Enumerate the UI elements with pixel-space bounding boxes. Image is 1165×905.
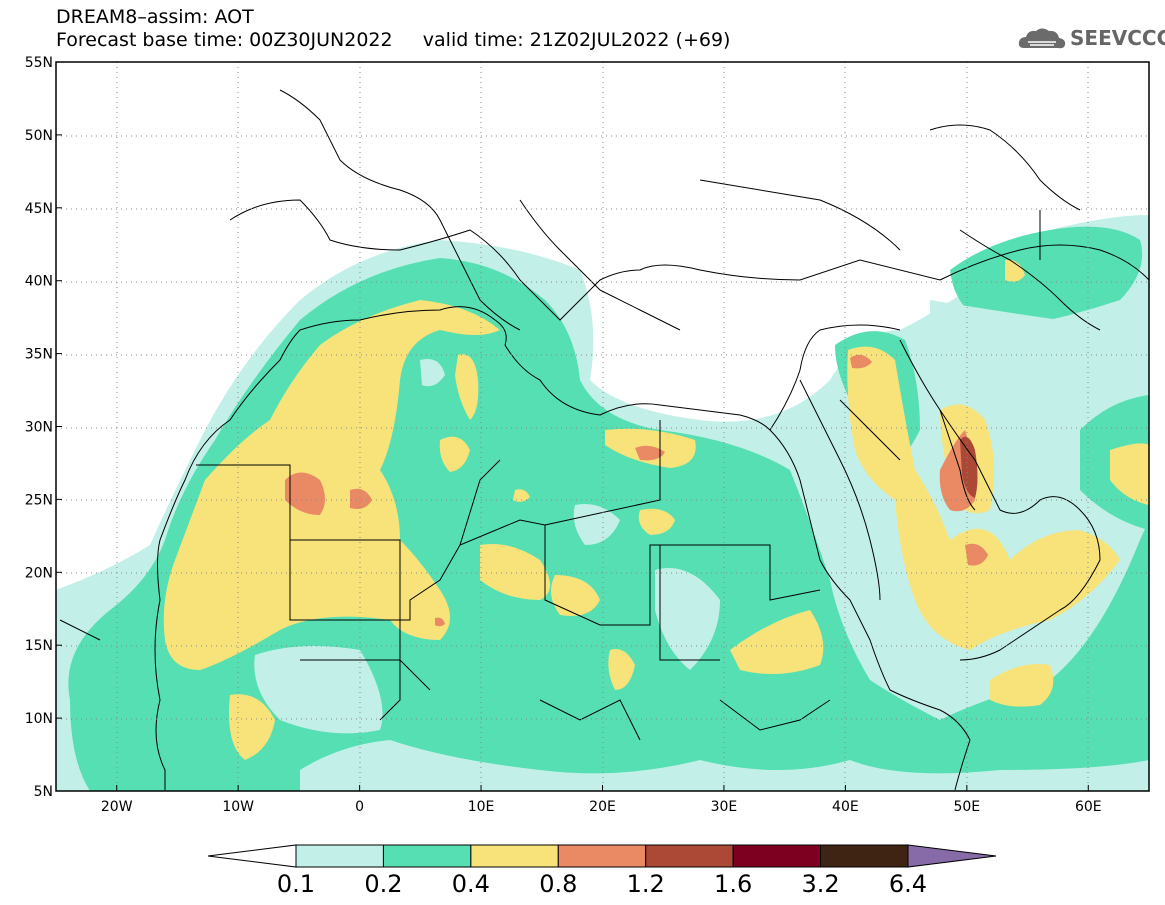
colorbar-label: 3.2 — [801, 870, 839, 898]
longitude-tick-labels: 20W 10W 0 10E 20E 30E 40E 50E 60E — [101, 785, 1102, 815]
colorbar-label: 0.1 — [277, 870, 315, 898]
lon-tick-label: 60E — [1075, 799, 1102, 815]
colorbar-high-triangle — [907, 844, 997, 868]
lat-tick-label: 55N — [25, 55, 53, 71]
graticule — [56, 62, 1149, 791]
map-title: DREAM8–assim: AOT — [56, 6, 254, 28]
lon-tick-label: 30E — [711, 799, 738, 815]
lat-tick-label: 35N — [25, 347, 53, 363]
colorbar-segment — [645, 844, 734, 868]
aot-level-0.1-holes — [254, 300, 1083, 734]
lat-tick-label: 50N — [25, 128, 53, 144]
colorbar-label: 0.2 — [364, 870, 402, 898]
lat-tick-label: 40N — [25, 274, 53, 290]
colorbar-segment — [820, 844, 909, 868]
forecast-time-subtitle: Forecast base time: 00Z30JUN2022 valid t… — [56, 29, 731, 51]
lat-tick-label: 30N — [25, 420, 53, 436]
colorbar-segment — [295, 844, 384, 868]
colorbar-segment — [382, 844, 472, 868]
colorbar-segment — [470, 844, 559, 868]
lat-tick-label: 15N — [25, 638, 53, 654]
colorbar-segment — [557, 844, 647, 868]
lon-tick-label: 10W — [222, 799, 254, 815]
seevccc-cloud-logo-icon — [1018, 28, 1066, 49]
coastlines-and-borders — [59, 89, 1149, 791]
lon-tick-label: 10E — [468, 799, 495, 815]
lon-tick-label: 40E — [832, 799, 859, 815]
colorbar-low-triangle — [207, 844, 297, 868]
colorbar-label: 0.4 — [452, 870, 490, 898]
aot-colorbar: 0.1 0.2 0.4 0.8 1.2 1.6 3.2 6.4 — [207, 844, 997, 898]
aot-field — [56, 62, 1149, 791]
colorbar-label: 1.2 — [627, 870, 665, 898]
lat-tick-label: 10N — [25, 711, 53, 727]
lon-tick-label: 0 — [355, 799, 364, 815]
lon-tick-label: 50E — [953, 799, 980, 815]
seevccc-logo-text: SEEVCCC — [1070, 26, 1165, 50]
lon-tick-label: 20E — [589, 799, 616, 815]
colorbar-label: 1.6 — [714, 870, 752, 898]
lat-tick-label: 45N — [25, 201, 53, 217]
colorbar-label: 6.4 — [889, 870, 927, 898]
colorbar-label: 0.8 — [539, 870, 577, 898]
lat-tick-label: 25N — [25, 492, 53, 508]
colorbar-segment — [732, 844, 822, 868]
lon-tick-label: 20W — [101, 799, 133, 815]
lat-tick-label: 5N — [34, 784, 53, 800]
latitude-tick-labels: 55N 50N 45N 40N 35N 30N 25N 20N 15N 10N 5N — [25, 55, 62, 800]
aot-level-1.2 — [960, 436, 978, 498]
lat-tick-label: 20N — [25, 565, 53, 581]
